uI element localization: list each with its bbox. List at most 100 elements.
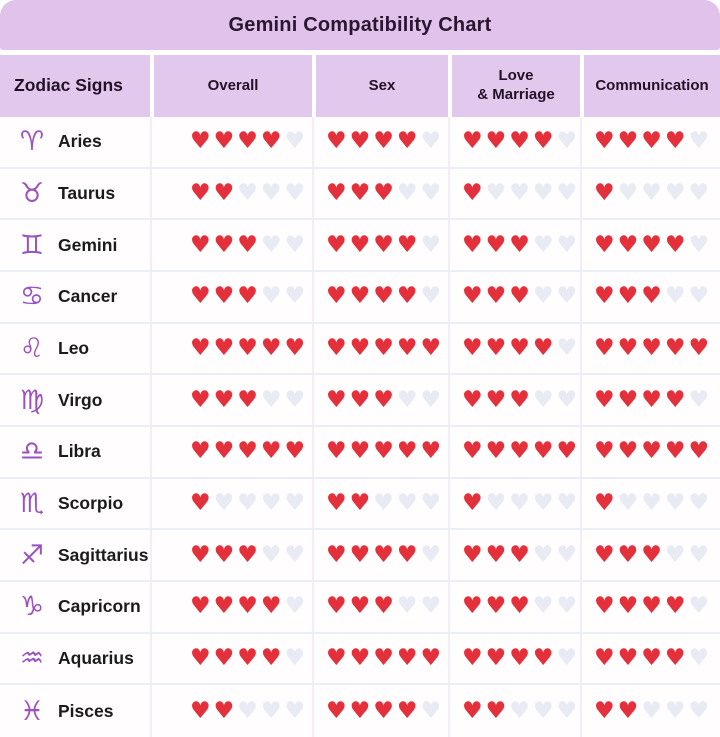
heart-empty-icon: ♥	[556, 697, 578, 724]
zodiac-sign-label: Taurus	[58, 182, 116, 203]
heart-filled-icon: ♥	[641, 438, 662, 465]
rating-cell: ♥ ♥ ♥ ♥ ♥	[150, 168, 312, 219]
heart-empty-icon: ♥	[420, 386, 442, 413]
rating-cell: ♥ ♥ ♥ ♥ ♥	[448, 581, 580, 632]
rating-cell: ♥ ♥ ♥ ♥ ♥	[150, 220, 312, 270]
rating-cell: ♥ ♥ ♥ ♥ ♥	[150, 117, 312, 167]
heart-filled-icon: ♥	[594, 593, 615, 620]
heart-filled-icon: ♥	[485, 128, 507, 155]
heart-filled-icon: ♥	[349, 231, 371, 258]
heart-filled-icon: ♥	[190, 231, 211, 258]
heart-empty-icon: ♥	[688, 231, 710, 258]
heart-filled-icon: ♥	[641, 128, 662, 155]
compatibility-table-body: ♈ Aries ♥ ♥ ♥ ♥ ♥ ♥ ♥ ♥ ♥ ♥ ♥ ♥ ♥ ♥ ♥ ♥ ♥ ♥ ♥ ♥ ♉ Taurus ♥ ♥ ♥ ♥ ♥ ♥ ♥…	[0, 117, 720, 737]
heart-empty-icon: ♥	[664, 283, 686, 310]
heart-filled-icon: ♥	[190, 489, 211, 516]
heart-filled-icon: ♥	[190, 697, 211, 724]
heart-filled-icon: ♥	[485, 697, 507, 724]
heart-empty-icon: ♥	[396, 593, 418, 620]
heart-filled-icon: ♥	[462, 386, 483, 413]
heart-empty-icon: ♥	[556, 334, 578, 361]
heart-empty-icon: ♥	[284, 489, 306, 516]
heart-filled-icon: ♥	[664, 386, 686, 413]
heart-empty-icon: ♥	[237, 179, 258, 206]
heart-filled-icon: ♥	[509, 644, 530, 671]
heart-filled-icon: ♥	[617, 541, 639, 568]
heart-empty-icon: ♥	[556, 179, 578, 206]
heart-filled-icon: ♥	[462, 334, 483, 361]
heart-empty-icon: ♥	[617, 489, 639, 516]
heart-filled-icon: ♥	[594, 541, 615, 568]
rating-cell: ♥ ♥ ♥ ♥ ♥	[448, 530, 580, 580]
heart-filled-icon: ♥	[349, 334, 371, 361]
heart-filled-icon: ♥	[396, 128, 418, 155]
heart-empty-icon: ♥	[556, 283, 578, 310]
scorpio-zodiac-icon: ♏	[19, 487, 45, 518]
rating-cell: ♥ ♥ ♥ ♥ ♥	[580, 530, 720, 580]
heart-filled-icon: ♥	[617, 128, 639, 155]
heart-filled-icon: ♥	[617, 283, 639, 310]
heart-empty-icon: ♥	[284, 386, 306, 413]
heart-empty-icon: ♥	[532, 283, 554, 310]
heart-filled-icon: ♥	[190, 541, 211, 568]
heart-empty-icon: ♥	[284, 541, 306, 568]
rating-cell: ♥ ♥ ♥ ♥ ♥	[150, 478, 312, 529]
heart-filled-icon: ♥	[617, 644, 639, 671]
heart-filled-icon: ♥	[213, 128, 235, 155]
leo-zodiac-icon: ♌	[19, 332, 45, 363]
heart-filled-icon: ♥	[462, 179, 483, 206]
heart-filled-icon: ♥	[641, 541, 662, 568]
heart-filled-icon: ♥	[509, 283, 530, 310]
heart-filled-icon: ♥	[396, 231, 418, 258]
heart-filled-icon: ♥	[509, 231, 530, 258]
table-row: ♈ Aries ♥ ♥ ♥ ♥ ♥ ♥ ♥ ♥ ♥ ♥ ♥ ♥ ♥ ♥ ♥ ♥ ♥ ♥ ♥ ♥	[0, 117, 720, 169]
rating-cell: ♥ ♥ ♥ ♥ ♥	[580, 220, 720, 270]
heart-filled-icon: ♥	[190, 128, 211, 155]
table-row: ♊ Gemini ♥ ♥ ♥ ♥ ♥ ♥ ♥ ♥ ♥ ♥ ♥ ♥ ♥ ♥ ♥ ♥ ♥ ♥ ♥ ♥	[0, 220, 720, 272]
heart-empty-icon: ♥	[396, 179, 418, 206]
table-row: ♏ Scorpio ♥ ♥ ♥ ♥ ♥ ♥ ♥ ♥ ♥ ♥ ♥ ♥ ♥ ♥ ♥ ♥ ♥ ♥ ♥ ♥	[0, 478, 720, 531]
heart-filled-icon: ♥	[617, 697, 639, 724]
heart-filled-icon: ♥	[462, 283, 483, 310]
heart-filled-icon: ♥	[373, 128, 394, 155]
rating-cell: ♥ ♥ ♥ ♥ ♥	[150, 530, 312, 580]
rating-cell: ♥ ♥ ♥ ♥ ♥	[448, 271, 580, 322]
heart-filled-icon: ♥	[594, 179, 615, 206]
heart-filled-icon: ♥	[509, 334, 530, 361]
heart-empty-icon: ♥	[396, 489, 418, 516]
heart-filled-icon: ♥	[485, 231, 507, 258]
heart-empty-icon: ♥	[641, 697, 662, 724]
heart-empty-icon: ♥	[260, 697, 282, 724]
heart-empty-icon: ♥	[260, 386, 282, 413]
heart-filled-icon: ♥	[326, 283, 347, 310]
heart-empty-icon: ♥	[688, 489, 710, 516]
rating-cell: ♥ ♥ ♥ ♥ ♥	[150, 271, 312, 322]
heart-filled-icon: ♥	[349, 644, 371, 671]
heart-filled-icon: ♥	[326, 438, 347, 465]
heart-empty-icon: ♥	[509, 489, 530, 516]
heart-filled-icon: ♥	[485, 283, 507, 310]
zodiac-sign-label: Scorpio	[58, 492, 124, 513]
rating-cell: ♥ ♥ ♥ ♥ ♥	[150, 685, 312, 737]
heart-filled-icon: ♥	[509, 128, 530, 155]
column-header-communication: Communication	[580, 55, 720, 117]
heart-filled-icon: ♥	[373, 283, 394, 310]
rating-cell: ♥ ♥ ♥ ♥ ♥	[580, 426, 720, 477]
heart-empty-icon: ♥	[688, 128, 710, 155]
heart-filled-icon: ♥	[594, 438, 615, 465]
table-row: ♌ Leo ♥ ♥ ♥ ♥ ♥ ♥ ♥ ♥ ♥ ♥ ♥ ♥ ♥ ♥ ♥ ♥ ♥ ♥ ♥ ♥	[0, 323, 720, 376]
zodiac-sign-cell: ♏ Scorpio	[0, 479, 150, 529]
heart-filled-icon: ♥	[462, 231, 483, 258]
heart-filled-icon: ♥	[326, 386, 347, 413]
aries-zodiac-icon: ♈	[19, 126, 45, 157]
zodiac-sign-cell: ♓ Pisces	[0, 685, 150, 737]
heart-empty-icon: ♥	[556, 128, 578, 155]
zodiac-sign-cell: ♉ Taurus	[0, 169, 150, 219]
heart-filled-icon: ♥	[396, 283, 418, 310]
heart-filled-icon: ♥	[532, 644, 554, 671]
heart-filled-icon: ♥	[237, 593, 258, 620]
heart-filled-icon: ♥	[617, 386, 639, 413]
heart-filled-icon: ♥	[688, 438, 710, 465]
heart-filled-icon: ♥	[349, 541, 371, 568]
